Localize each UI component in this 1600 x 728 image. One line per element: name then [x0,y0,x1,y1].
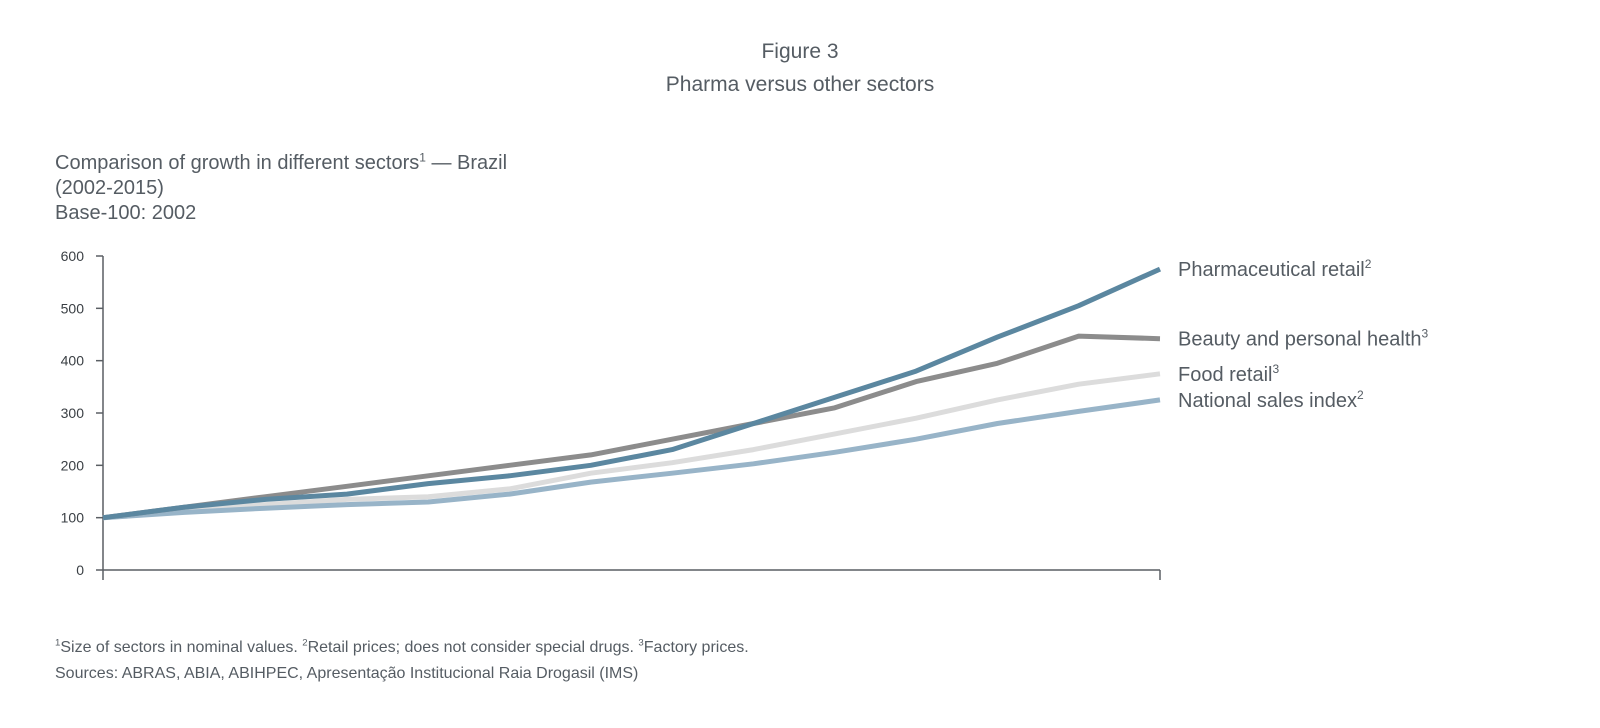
subtitle-country: — Brazil [425,152,508,174]
series-label: Food retail3 [1178,362,1280,386]
series-line-beauty-and-personal-health [102,333,1161,521]
subtitle-line-3: Base-100: 2002 [55,202,197,224]
footnotes: 1Size of sectors in nominal values. 2Ret… [55,635,749,687]
chart-subtitle: Comparison of growth in different sector… [55,151,507,226]
series-line-pharmaceutical-retail [102,266,1162,521]
figure-title: Pharma versus other sectors [665,73,935,96]
chart-series-labels: Pharmaceutical retail2 Beauty and persona… [1178,257,1429,412]
footnote-3: Factory prices. [643,639,749,656]
y-tick-label: 0 [76,562,84,578]
subtitle-footnote-mark: 1 [419,150,426,165]
footnote-mark-2: 2 [302,637,308,649]
chart-axes: 0 100 200 300 400 500 600 [61,248,1161,580]
y-tick-label: 400 [61,353,85,369]
y-tick-label: 200 [61,457,85,473]
figure-label: Figure 3 [761,40,839,63]
sources-line: Sources: ABRAS, ABIA, ABIHPEC, Apresenta… [55,665,639,682]
series-label: Pharmaceutical retail2 [1178,257,1372,281]
footnote-1: Size of sectors in nominal values. [60,639,303,656]
subtitle-line-2: (2002-2015) [55,177,164,199]
y-tick-label: 600 [61,248,85,264]
series-line-national-sales-index [102,397,1161,521]
chart-series-lines [102,266,1162,521]
y-tick-label: 100 [61,510,85,526]
footnote-mark-3: 3 [638,637,644,649]
series-line-food-retail [102,371,1161,521]
footnote-mark-1: 1 [55,637,61,649]
series-label: National sales index2 [1178,388,1364,412]
series-label: Beauty and personal health3 [1178,327,1429,351]
y-tick-label: 500 [61,300,85,316]
footnote-line: 1Size of sectors in nominal values. 2Ret… [55,635,749,661]
y-tick-label: 300 [61,405,85,421]
subtitle-line-1: Comparison of growth in different sector… [55,151,507,176]
subtitle-text: Comparison of growth in different sector… [55,152,420,174]
footnote-2: Retail prices; does not consider special… [307,639,639,656]
